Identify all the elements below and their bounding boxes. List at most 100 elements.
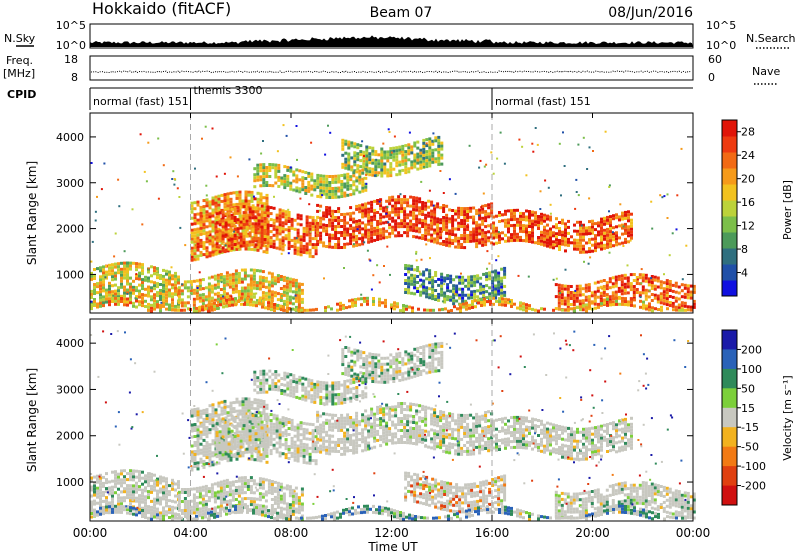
- heatmap-cell: [503, 293, 507, 297]
- heatmap-cell: [207, 303, 210, 307]
- heatmap-cell: [171, 487, 174, 491]
- heatmap-cell: [132, 261, 135, 265]
- heatmap-cell: [349, 242, 353, 246]
- heatmap-cell: [269, 239, 273, 243]
- heatmap-cell: [129, 484, 132, 488]
- heatmap-cell: [364, 235, 368, 239]
- heatmap-cell: [373, 217, 377, 221]
- heatmap-cell: [401, 162, 405, 166]
- heatmap-cell: [391, 216, 395, 220]
- heatmap-cell: [221, 225, 225, 229]
- heatmap-cell: [207, 490, 211, 494]
- heatmap-cell: [424, 237, 428, 241]
- heatmap-cell: [460, 243, 464, 246]
- heatmap-cell: [379, 204, 383, 208]
- heatmap-cell: [460, 225, 464, 228]
- heatmap-cell: [471, 300, 474, 303]
- heatmap-cell: [275, 237, 279, 241]
- heatmap-cell: [316, 173, 320, 177]
- heatmap-cell: [425, 268, 429, 272]
- heatmap-cell: [418, 206, 422, 210]
- heatmap-cell: [173, 178, 176, 180]
- heatmap-cell: [343, 221, 347, 225]
- heatmap-cell: [657, 308, 660, 311]
- heatmap-cell: [336, 187, 339, 190]
- heatmap-cell: [210, 290, 214, 294]
- freq-label-line1: Freq.: [6, 54, 33, 67]
- heatmap-cell: [479, 291, 483, 295]
- heatmap-cell: [193, 465, 197, 468]
- heatmap-cell: [362, 150, 366, 154]
- heatmap-cell: [193, 216, 197, 220]
- heatmap-cell: [382, 227, 386, 231]
- heatmap-cell: [594, 249, 597, 253]
- heatmap-cell: [404, 267, 408, 270]
- heatmap-cell: [216, 279, 220, 283]
- heatmap-cell: [334, 180, 338, 184]
- heatmap-cell: [650, 287, 654, 290]
- heatmap-cell: [440, 141, 444, 145]
- heatmap-cell: [627, 210, 630, 214]
- heatmap-cell: [478, 241, 482, 245]
- heatmap-cell: [602, 288, 606, 291]
- heatmap-cell: [258, 477, 262, 481]
- heatmap-cell: [184, 244, 187, 247]
- heatmap-cell: [117, 268, 120, 272]
- heatmap-cell: [218, 229, 222, 233]
- heatmap-cell: [554, 243, 557, 246]
- heatmap-cell: [582, 244, 585, 248]
- heatmap-cell: [272, 242, 276, 246]
- heatmap-cell: [621, 241, 624, 245]
- heatmap-cell: [560, 302, 564, 306]
- heatmap-cell: [382, 206, 386, 210]
- heatmap-cell: [276, 306, 279, 310]
- ytick-label: 2000: [56, 223, 84, 236]
- heatmap-cell: [343, 227, 347, 231]
- heatmap-cell: [247, 445, 251, 449]
- heatmap-cell: [346, 172, 350, 176]
- heatmap-cell: [249, 295, 253, 299]
- heatmap-cell: [349, 227, 353, 231]
- heatmap-cell: [171, 286, 174, 290]
- heatmap-cell: [488, 271, 492, 275]
- heatmap-cell: [135, 475, 138, 479]
- heatmap-cell: [233, 243, 237, 246]
- heatmap-cell: [434, 289, 438, 292]
- heatmap-cell: [287, 208, 290, 211]
- heatmap-cell: [331, 196, 335, 199]
- heatmap-cell: [114, 271, 117, 275]
- heatmap-cell: [168, 291, 171, 295]
- heatmap-cell: [458, 281, 462, 285]
- heatmap-cell: [566, 287, 570, 291]
- heatmap-cell: [334, 219, 338, 222]
- heatmap-cell: [347, 164, 351, 168]
- ytick-label: 1000: [56, 268, 84, 281]
- heatmap-cell: [99, 503, 102, 507]
- heatmap-cell: [562, 131, 564, 134]
- heatmap-cell: [192, 309, 196, 313]
- heatmap-cell: [397, 234, 401, 238]
- heatmap-cell: [150, 306, 153, 310]
- heatmap-cell: [346, 242, 350, 246]
- heatmap-cell: [232, 245, 236, 249]
- heatmap-cell: [292, 188, 296, 192]
- heatmap-cell: [213, 506, 217, 510]
- heatmap-cell: [404, 159, 408, 163]
- heatmap-cell: [609, 242, 612, 246]
- heatmap-cell: [234, 299, 238, 303]
- heatmap-cell: [292, 179, 296, 183]
- heatmap-cell: [260, 234, 264, 238]
- heatmap-cell: [630, 303, 633, 307]
- heatmap-cell: [222, 287, 226, 291]
- heatmap-cell: [126, 261, 129, 265]
- heatmap-cell: [222, 296, 226, 300]
- heatmap-cell: [193, 207, 197, 211]
- heatmap-cell: [297, 517, 301, 521]
- heatmap-cell: [249, 485, 253, 489]
- heatmap-cell: [147, 508, 150, 512]
- heatmap-cell: [394, 210, 398, 214]
- heatmap-cell: [692, 305, 696, 309]
- heatmap-cell: [365, 169, 369, 173]
- heatmap-cell: [270, 483, 274, 486]
- heatmap-cell: [525, 236, 528, 240]
